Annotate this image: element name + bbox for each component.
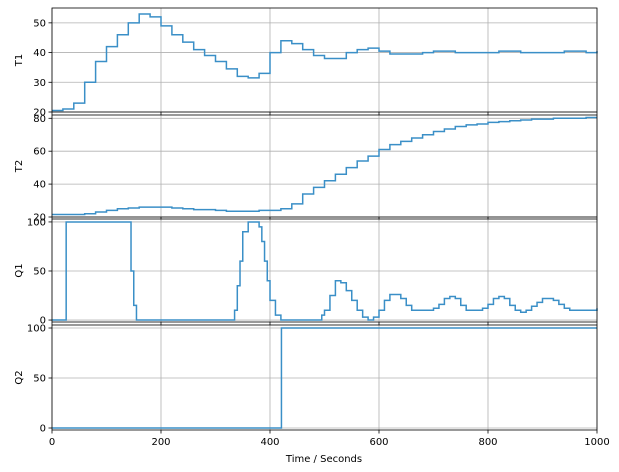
- t2-y-axis-label: T2: [14, 160, 25, 173]
- q2-ytick-label-1: 50: [33, 374, 46, 385]
- t1-series-line: [52, 13, 598, 112]
- q2-axes-frame: [51, 324, 598, 431]
- x-axis-label: Time / Seconds: [285, 454, 362, 465]
- q1-series-line: [52, 221, 598, 321]
- t2-axes-frame: [51, 114, 598, 218]
- q2-series-line: [52, 327, 597, 429]
- q1-axes-frame: [51, 218, 598, 323]
- t2-ytick-label-3: 80: [33, 114, 46, 125]
- t2-ytick-label-1: 40: [33, 180, 46, 191]
- xtick-label-2: 400: [260, 437, 279, 448]
- t1-ytick-label-3: 50: [33, 18, 46, 29]
- xtick-label-1: 200: [151, 437, 170, 448]
- t1-ytick-label-1: 30: [33, 78, 46, 89]
- q1-ytick-label-1: 50: [33, 266, 46, 277]
- xtick-label-5: 1000: [584, 437, 609, 448]
- t2-ytick-label-0: 20: [33, 213, 46, 224]
- q1-ytick-label-0: 0: [40, 316, 46, 327]
- t1-ytick-label-2: 40: [33, 48, 46, 59]
- xtick-label-4: 800: [478, 437, 497, 448]
- xtick-label-3: 600: [369, 437, 388, 448]
- q1-y-axis-label: Q1: [14, 263, 25, 277]
- t1-axes-frame: [51, 7, 598, 113]
- t2-series-line: [52, 116, 597, 216]
- xtick-label-0: 0: [49, 437, 55, 448]
- q1-ytick-label-2: 100: [27, 217, 46, 228]
- q2-y-axis-label: Q2: [14, 370, 25, 384]
- t1-y-axis-label: T1: [14, 54, 25, 67]
- t2-ytick-label-2: 60: [33, 147, 46, 158]
- q2-ytick-label-2: 100: [27, 324, 46, 335]
- q2-ytick-label-0: 0: [40, 424, 46, 435]
- t1-ytick-label-0: 20: [33, 108, 46, 119]
